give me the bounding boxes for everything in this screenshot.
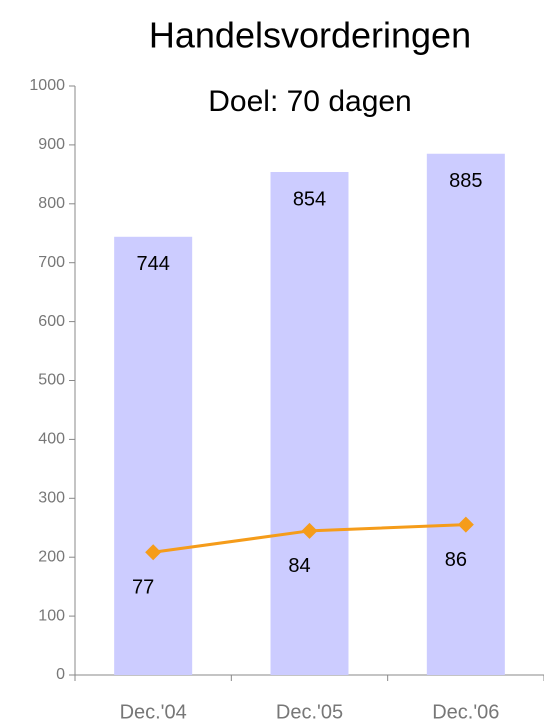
bar-value-label: 744 — [136, 253, 169, 275]
y-tick-label: 100 — [38, 607, 65, 624]
line-value-label: 77 — [132, 577, 154, 599]
y-tick-label: 300 — [38, 490, 65, 507]
y-tick-label: 600 — [38, 313, 65, 330]
y-tick-label: 500 — [38, 372, 65, 389]
x-tick-label: Dec.'05 — [276, 701, 343, 723]
y-tick-label: 1000 — [29, 77, 65, 94]
line-value-label: 84 — [288, 555, 310, 577]
y-tick-label: 900 — [38, 136, 65, 153]
chart-title: Handelsvorderingen — [149, 15, 471, 56]
bar — [270, 171, 349, 675]
y-tick-label: 0 — [56, 666, 65, 683]
bar — [114, 236, 193, 675]
line-marker — [301, 522, 318, 539]
y-tick-label: 200 — [38, 548, 65, 565]
line-marker — [457, 516, 474, 533]
bar — [426, 153, 505, 676]
bar-value-label: 885 — [449, 170, 482, 192]
x-tick-label: Dec.'04 — [120, 701, 187, 723]
y-tick-label: 800 — [38, 195, 65, 212]
chart-subtitle: Doel: 70 dagen — [208, 85, 412, 118]
y-tick-label: 700 — [38, 254, 65, 271]
line-value-label: 86 — [445, 549, 467, 571]
bar-value-label: 854 — [293, 188, 326, 210]
y-tick-label: 400 — [38, 431, 65, 448]
x-tick-label: Dec.'06 — [432, 701, 499, 723]
line-marker — [145, 544, 162, 561]
